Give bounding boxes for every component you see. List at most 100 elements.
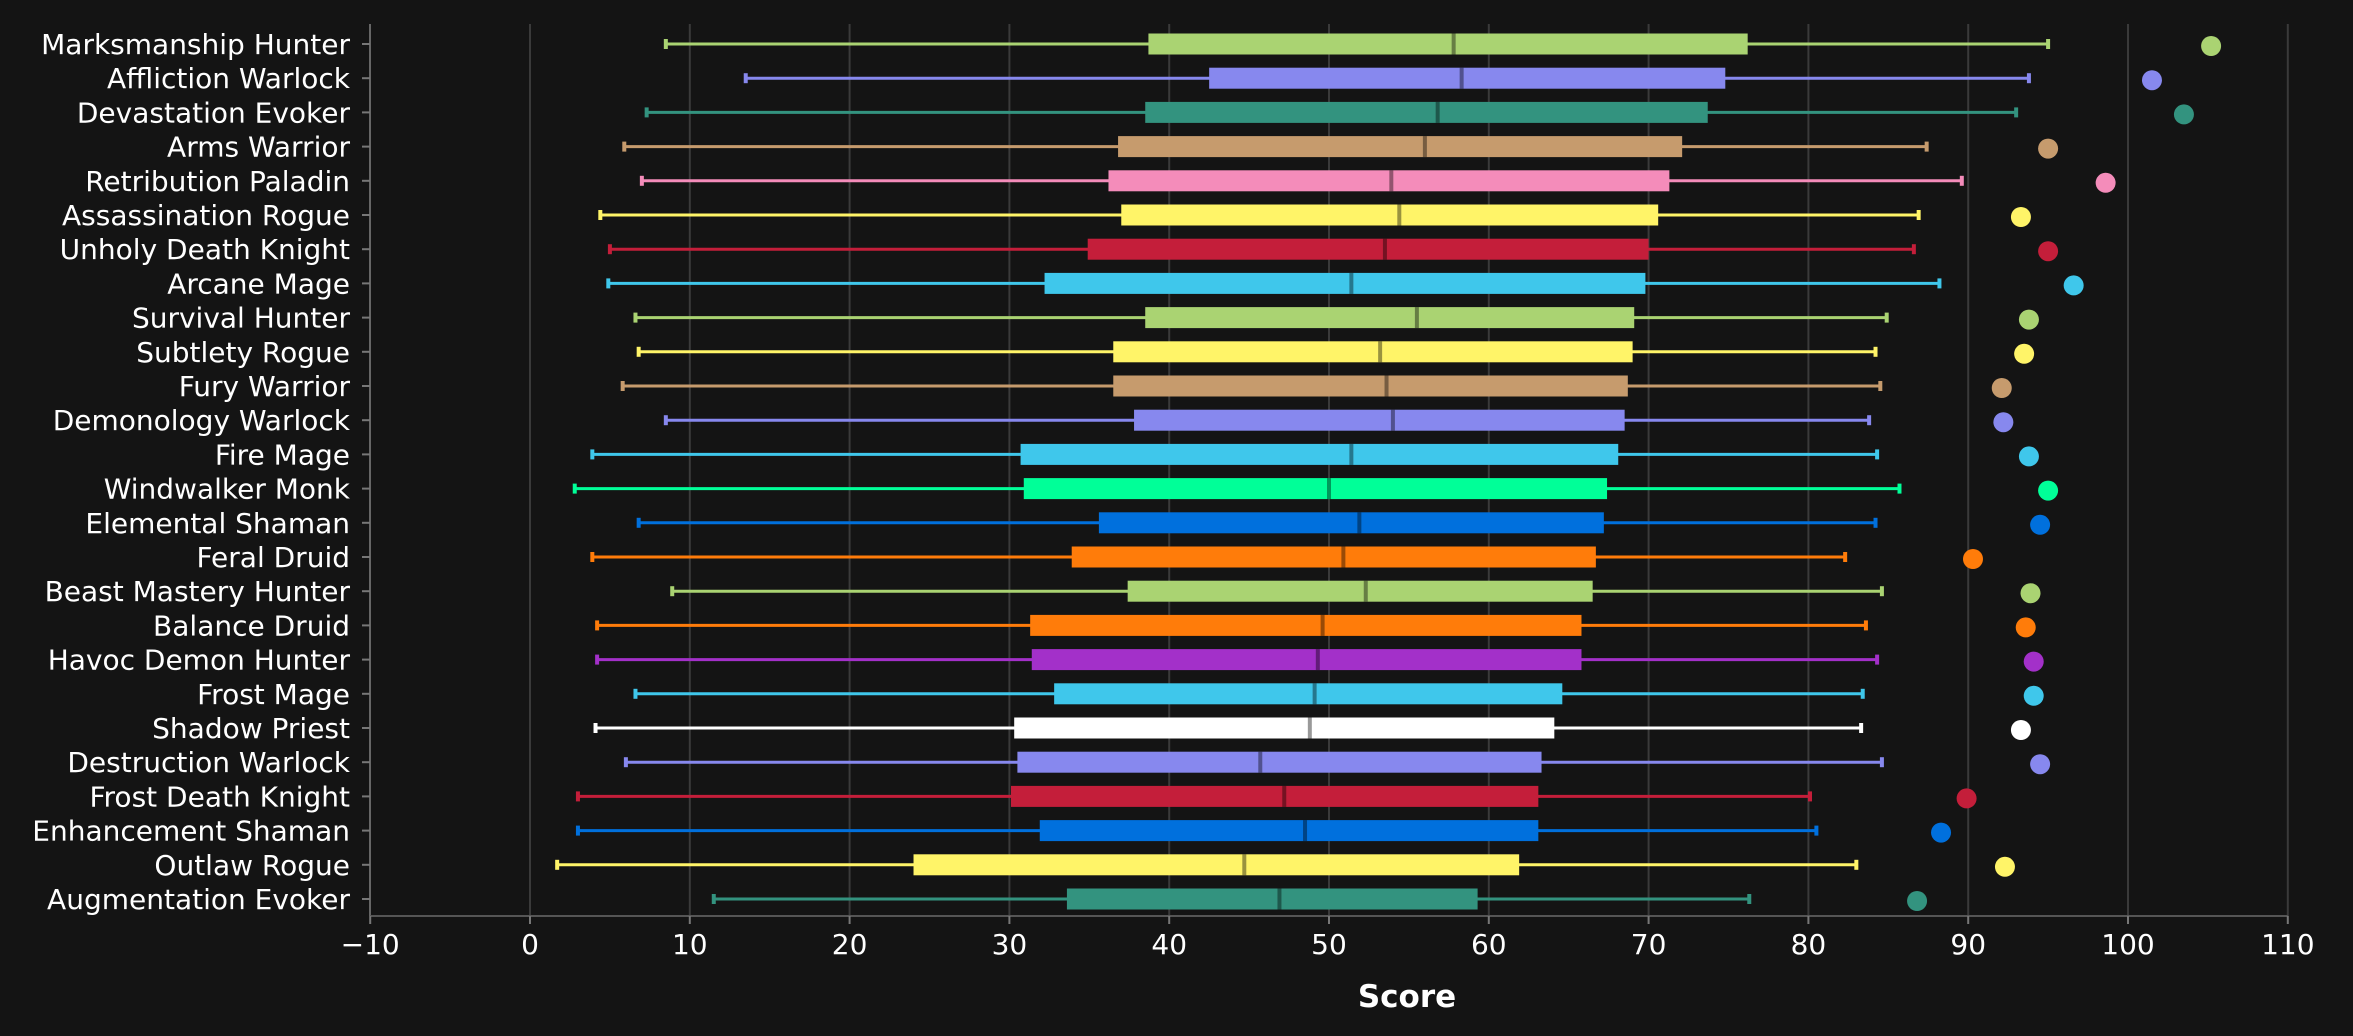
- spec-label: Affliction Warlock: [107, 62, 351, 95]
- iqr-box: [1127, 580, 1593, 602]
- spec-label: Arms Warrior: [167, 131, 350, 164]
- top-score-dot: [2030, 514, 2051, 535]
- box-row: [595, 614, 1868, 636]
- box-row: [575, 785, 1812, 807]
- top-score-dot: [1993, 412, 2014, 433]
- spec-label: Demonology Warlock: [53, 404, 351, 437]
- x-tick-label: −10: [341, 928, 400, 961]
- top-score-dot: [2010, 207, 2031, 227]
- iqr-box: [1014, 717, 1555, 739]
- top-score-dot: [2010, 720, 2031, 740]
- spec-label: Augmentation Evoker: [47, 883, 350, 916]
- top-score-dot: [2030, 754, 2051, 775]
- box-row: [633, 683, 1865, 705]
- spec-label: Marksmanship Hunter: [41, 28, 350, 61]
- box-row: [590, 546, 1848, 568]
- x-axis: −10 0 10 20 30 40 50 60 70 80 90 100 110: [341, 915, 2315, 961]
- iqr-box: [1023, 478, 1608, 500]
- iqr-box: [1031, 649, 1582, 671]
- top-score-dot: [2141, 70, 2162, 91]
- box-row: [590, 443, 1880, 465]
- spec-label: Beast Mastery Hunter: [45, 575, 351, 608]
- spec-label: Frost Death Knight: [89, 780, 350, 813]
- iqr-box: [1145, 307, 1635, 329]
- x-tick-label: 30: [992, 928, 1028, 961]
- iqr-box: [1017, 751, 1542, 773]
- spec-label: Destruction Warlock: [67, 746, 350, 779]
- iqr-box: [1030, 614, 1582, 636]
- x-tick-label: 0: [521, 928, 539, 961]
- box-row: [743, 67, 2031, 89]
- spec-label: Outlaw Rogue: [154, 849, 350, 882]
- spec-label: Arcane Mage: [167, 267, 350, 300]
- top-score-dot: [2173, 104, 2194, 125]
- x-axis-title: Score: [1358, 979, 1456, 1015]
- box-row: [663, 409, 1872, 431]
- box-row: [663, 33, 2051, 55]
- vertical-gridlines: [529, 24, 2289, 916]
- spec-label: Havoc Demon Hunter: [48, 644, 351, 677]
- iqr-box: [1108, 170, 1670, 192]
- spec-label: Survival Hunter: [132, 302, 351, 335]
- spec-label: Devastation Evoker: [77, 96, 351, 129]
- top-score-dot: [2018, 446, 2039, 467]
- iqr-box: [1010, 785, 1539, 807]
- x-tick-label: 100: [2101, 928, 2154, 961]
- top-score-dot: [2023, 651, 2044, 672]
- x-tick-label: 40: [1151, 928, 1187, 961]
- x-tick-label: 90: [1950, 928, 1986, 961]
- x-tick-label: 110: [2261, 928, 2314, 961]
- iqr-box: [1209, 67, 1726, 89]
- box-row: [623, 751, 1884, 773]
- box-row: [636, 341, 1878, 363]
- iqr-box: [1054, 683, 1563, 705]
- iqr-box: [1087, 238, 1649, 260]
- top-score-dot: [2201, 36, 2222, 56]
- spec-label: Windwalker Monk: [104, 473, 351, 506]
- box-row: [636, 512, 1878, 534]
- x-tick-label: 20: [832, 928, 868, 961]
- iqr-box: [1134, 409, 1625, 431]
- iqr-box: [1145, 101, 1708, 123]
- iqr-box: [1066, 888, 1478, 910]
- iqr-box: [913, 854, 1520, 876]
- top-score-dot: [2063, 275, 2084, 296]
- top-score-dot: [1907, 891, 1928, 911]
- iqr-box: [1044, 272, 1646, 294]
- iqr-box: [1148, 33, 1748, 55]
- top-score-dot: [1994, 856, 2015, 877]
- box-row: [639, 170, 1964, 192]
- box-row: [670, 580, 1884, 602]
- x-tick-label: 70: [1631, 928, 1667, 961]
- box-row: [620, 375, 1883, 397]
- top-score-dot: [1962, 549, 1983, 569]
- box-row: [575, 820, 1819, 842]
- iqr-box: [1071, 546, 1596, 568]
- spec-label: Elemental Shaman: [85, 507, 350, 540]
- top-score-dot: [2023, 685, 2044, 706]
- top-score-dot: [2014, 343, 2035, 364]
- iqr-box: [1098, 512, 1604, 534]
- spec-label: Retribution Paladin: [85, 165, 350, 198]
- spec-label: Frost Mage: [197, 678, 350, 711]
- box-row: [622, 136, 1929, 158]
- top-score-dot: [2095, 172, 2116, 193]
- top-score-dot: [2038, 241, 2059, 262]
- spec-label: Unholy Death Knight: [60, 233, 350, 266]
- top-score-markers: [1907, 36, 2222, 911]
- spec-label: Fury Warrior: [179, 370, 351, 403]
- spec-label: Feral Druid: [196, 541, 350, 574]
- spec-label: Subtlety Rogue: [136, 336, 350, 369]
- spec-label: Fire Mage: [215, 438, 350, 471]
- top-score-dot: [2020, 583, 2041, 604]
- box-row: [606, 272, 1942, 294]
- spec-label: Shadow Priest: [152, 712, 350, 745]
- box-row: [633, 307, 1889, 329]
- spec-label: Assassination Rogue: [62, 199, 350, 232]
- top-score-dot: [1931, 822, 1952, 843]
- iqr-box: [1020, 443, 1619, 465]
- box-row: [572, 478, 1902, 500]
- box-row: [555, 854, 1859, 876]
- x-tick-label: 10: [672, 928, 708, 961]
